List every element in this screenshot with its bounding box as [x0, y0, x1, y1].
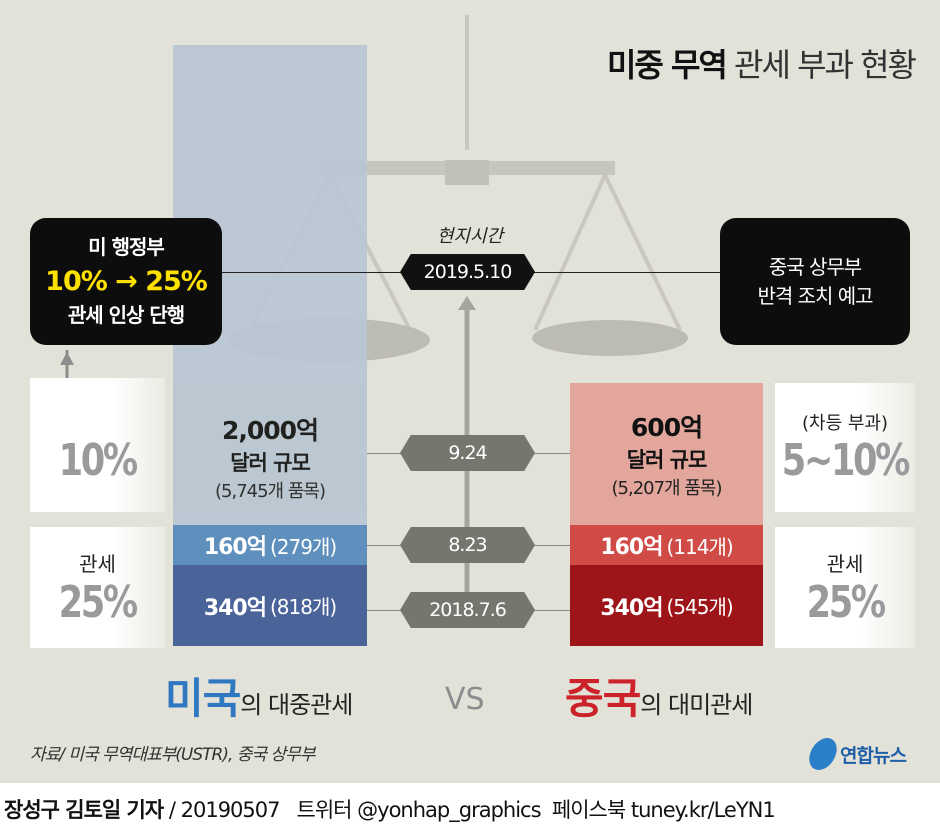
us-box-rate-change: 10% → 25%	[45, 265, 208, 297]
us-box-line1: 미 행정부	[88, 234, 165, 259]
cn-seg2-amount: 340억	[600, 595, 663, 621]
footer: 장성구 김토일 기자 / 20190507 트위터 @yonhap_graphi…	[4, 794, 776, 824]
cn-box-line2: 반격 조치 예고	[757, 283, 873, 308]
cn-label: 중국의 대미관세	[565, 665, 753, 726]
cn-seg1-items: (114개)	[666, 534, 733, 559]
cn-rate-5-10: 5~10%	[781, 435, 911, 486]
title-regular: 관세 부과 현황	[734, 46, 917, 84]
us-rate-top: 10%	[30, 378, 165, 512]
cn-unit: 달러 규모	[626, 448, 708, 472]
cn-segment-1: 160억 (114개)	[570, 525, 763, 565]
cn-box-line1: 중국 상무부	[768, 254, 862, 279]
us-box-line3: 관세 인상 단행	[67, 303, 185, 328]
yonhap-logo: 연합뉴스	[805, 738, 907, 770]
cn-total: 600억	[630, 413, 703, 442]
footer-byline: 장성구 김토일 기자	[4, 798, 164, 822]
us-items: (5,745개 품목)	[215, 481, 326, 502]
us-seg2-amount: 340억	[203, 595, 267, 621]
us-rate-10: 10%	[58, 434, 138, 486]
date-pill-924: 9.24	[400, 435, 535, 471]
cn-country: 중국	[565, 674, 641, 723]
date-pill-823: 8.23	[400, 527, 535, 563]
page-title: 미중 무역 관세 부과 현황	[606, 40, 917, 86]
cn-seg2-items: (545개)	[666, 595, 733, 619]
date-pill-20190510: 2019.5.10	[400, 254, 535, 290]
us-label-rest: 의 대중관세	[240, 691, 353, 719]
cn-segment-2: 340억 (545개)	[570, 565, 763, 646]
local-time-label: 현지시간	[436, 226, 504, 247]
us-seg1-amount: 160억	[203, 535, 267, 560]
title-bold: 미중 무역	[606, 46, 728, 84]
date-pill-20180706: 2018.7.6	[400, 592, 535, 628]
cn-total-bar: 600억 달러 규모 (5,207개 품목)	[570, 383, 763, 525]
us-seg1-items: (279개)	[269, 534, 337, 559]
us-country: 미국	[165, 674, 241, 723]
us-action-box: 미 행정부 10% → 25% 관세 인상 단행	[30, 218, 222, 345]
cn-action-box: 중국 상무부 반격 조치 예고	[720, 218, 910, 345]
us-total-bar: 2,000억 달러 규모 (5,745개 품목)	[173, 45, 367, 525]
cn-rate-25: 25%	[806, 576, 885, 628]
logo-text: 연합뉴스	[840, 744, 907, 767]
us-rate-25: 25%	[58, 576, 138, 628]
us-label: 미국의 대중관세	[165, 665, 353, 726]
source-note: 자료/ 미국 무역대표부(USTR), 중국 상무부	[30, 745, 315, 765]
cn-label-rest: 의 대미관세	[640, 691, 753, 719]
us-rate-bottom: 관세 25%	[30, 527, 165, 648]
cn-seg1-amount: 160억	[600, 535, 663, 560]
us-total: 2,000억	[221, 416, 319, 445]
us-seg2-items: (818개)	[269, 595, 337, 619]
us-unit: 달러 규모	[230, 451, 311, 475]
us-rate-label: 관세	[79, 551, 116, 576]
cn-rate-bottom: 관세 25%	[775, 527, 915, 648]
cn-rate-top: (차등 부과) 5~10%	[775, 383, 915, 512]
vs-label: VS	[445, 682, 485, 717]
us-segment-2: 340억 (818개)	[173, 565, 367, 646]
cn-rate-note: (차등 부과)	[801, 413, 888, 434]
cn-items: (5,207개 품목)	[611, 478, 723, 499]
cn-rate-label: 관세	[826, 551, 864, 576]
logo-icon	[805, 738, 841, 770]
footer-rest: / 20190507 트위터 @yonhap_graphics 페이스북 tun…	[163, 798, 776, 822]
us-segment-1: 160억 (279개)	[173, 525, 367, 565]
